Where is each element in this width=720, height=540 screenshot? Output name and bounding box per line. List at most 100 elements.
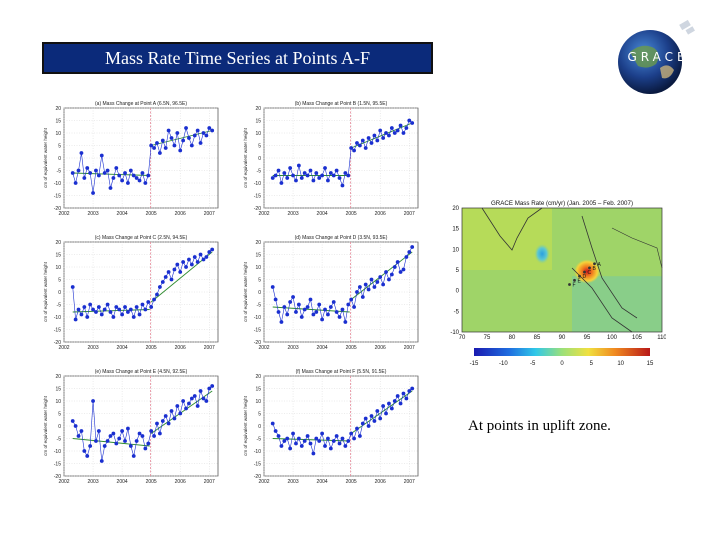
data-point [140,434,145,438]
data-point [328,305,333,309]
chart-title: (c) Mass Change at Point C (2.5N, 94.5E) [95,235,188,241]
data-point [184,265,188,269]
trend-line-post [350,122,413,149]
y-tick-label: 15 [255,119,261,125]
data-point [134,439,139,443]
caption: At points in uplift zone. [468,418,611,434]
data-point [355,426,359,431]
y-tick-label: -20 [54,340,61,346]
data-point [369,141,374,145]
data-point [195,404,200,408]
data-point [181,399,186,403]
coastline-peninsula [581,215,638,319]
data-point [326,436,330,441]
data-point [331,173,336,178]
data-point [82,449,87,453]
data-point [349,146,354,150]
y-tick-label: 20 [55,106,61,112]
data-point [378,416,383,421]
data-point [111,431,116,436]
grace-logo [618,19,695,94]
data-point [285,176,290,180]
colorbar-tick-label: 10 [617,361,624,367]
data-point [172,143,177,148]
y-tick-label: 0 [258,424,261,430]
y-tick-label: 5 [58,144,61,150]
data-point [296,302,301,307]
data-point [157,431,162,436]
x-tick-label: 2002 [58,345,69,351]
data-point [149,143,154,148]
data-point [169,136,174,140]
y-tick-label: -10 [54,315,61,321]
x-tick-label: 2004 [317,479,328,485]
y-tick-label: 0 [258,290,261,296]
map-x-tick-label: 70 [459,335,466,341]
data-point [317,176,322,180]
data-point [355,141,359,145]
y-tick-label: 20 [55,240,61,246]
point-marker [573,278,576,282]
data-point [94,168,98,173]
data-point [311,451,316,456]
data-point [120,312,125,317]
data-point [184,126,188,130]
data-point [99,459,104,463]
data-point [308,168,313,173]
data-point [166,270,171,274]
point-label: D [583,274,587,280]
map-x-tick-label: 90 [559,335,566,341]
y-tick-label: 15 [255,253,261,259]
data-point [189,143,194,148]
data-point [140,302,145,307]
x-tick-label: 2002 [258,479,269,485]
y-tick-label: 10 [55,399,61,405]
data-point [375,280,380,284]
x-tick-label: 2004 [117,479,128,485]
y-tick-label: -5 [257,169,262,175]
data-point [96,429,101,433]
data-point [70,285,75,289]
data-point [149,305,154,309]
map-x-tick-label: 80 [509,335,516,341]
point-marker [583,270,586,274]
y-tick-label: 5 [258,278,261,284]
data-point [346,173,351,178]
data-point [291,295,295,299]
x-tick-label: 2002 [58,479,69,485]
y-tick-label: -10 [254,449,261,455]
point-label: F [573,282,576,288]
data-point [105,168,110,173]
x-tick-label: 2005 [146,345,157,351]
data-point [169,409,174,413]
data-point [146,300,151,304]
data-point [187,257,191,262]
data-point [323,166,327,170]
data-point [326,178,330,183]
data-point [305,173,310,178]
y-tick-label: -15 [254,328,261,334]
data-point [117,173,122,178]
y-tick-label: 0 [58,424,61,430]
data-point [143,307,148,312]
data-point [207,126,212,130]
data-point [349,431,354,436]
data-point [401,267,406,272]
data-point [123,439,127,443]
y-tick-label: -5 [257,437,262,443]
data-point [372,133,377,138]
data-point [117,307,122,312]
y-tick-label: 10 [55,265,61,271]
data-point [102,307,107,312]
x-tick-label: 2006 [175,345,186,351]
data-point [378,128,383,133]
data-point [195,128,200,133]
x-tick-label: 2005 [146,479,157,485]
data-point [137,178,142,183]
x-tick-label: 2006 [175,211,186,217]
y-axis-label: cm of equivalent water height [43,261,48,321]
data-point [288,300,293,304]
data-point [99,153,104,158]
y-tick-label: -5 [57,437,62,443]
data-point [340,183,345,188]
